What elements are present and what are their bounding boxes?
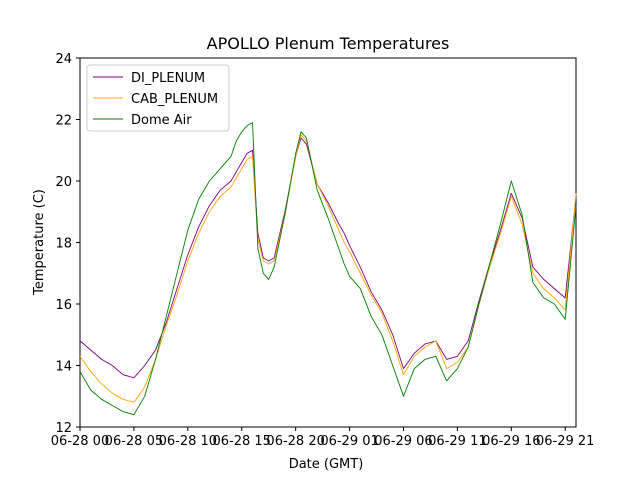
- x-tick-label: 06-28 00: [51, 434, 109, 449]
- legend-label: DI_PLENUM: [131, 71, 205, 86]
- chart-title: APOLLO Plenum Temperatures: [207, 34, 450, 53]
- y-tick-label: 16: [55, 298, 72, 313]
- x-tick-label: 06-29 16: [482, 434, 540, 449]
- y-tick-label: 14: [55, 360, 72, 375]
- x-tick-label: 06-29 11: [428, 434, 486, 449]
- x-tick-label: 06-29 06: [374, 434, 432, 449]
- series-layer: [79, 122, 577, 416]
- x-tick-label: 06-28 05: [105, 434, 163, 449]
- y-axis: 12 14 16 18 20 22 24: [55, 52, 80, 436]
- x-tick-label: 06-29 01: [320, 434, 378, 449]
- y-tick-label: 24: [55, 52, 72, 67]
- y-tick-label: 18: [55, 237, 72, 252]
- legend-label: CAB_PLENUM: [131, 92, 218, 107]
- x-tick-label: 06-28 20: [266, 434, 324, 449]
- legend-frame: [86, 64, 230, 132]
- y-axis-label: Temperature (C): [32, 189, 47, 296]
- series-line-di-plenum: [79, 137, 577, 379]
- x-tick-label: 06-28 10: [159, 434, 217, 449]
- series-line-dome-air: [79, 122, 577, 416]
- y-tick-label: 12: [55, 421, 72, 436]
- x-tick-label: 06-29 21: [536, 434, 594, 449]
- x-tick-label: 06-28 15: [213, 434, 271, 449]
- x-axis-label: Date (GMT): [289, 457, 364, 472]
- legend: DI_PLENUM CAB_PLENUM Dome Air: [86, 64, 230, 132]
- y-tick-label: 22: [55, 114, 72, 129]
- y-tick-label: 20: [55, 175, 72, 190]
- legend-label: Dome Air: [131, 113, 192, 128]
